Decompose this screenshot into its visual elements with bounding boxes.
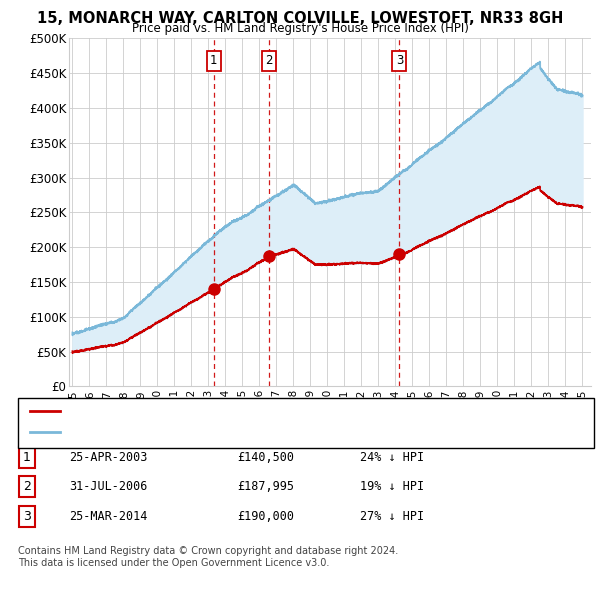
Text: £140,500: £140,500 [237,451,294,464]
Text: 31-JUL-2006: 31-JUL-2006 [69,480,148,493]
Text: Price paid vs. HM Land Registry's House Price Index (HPI): Price paid vs. HM Land Registry's House … [131,22,469,35]
Text: Contains HM Land Registry data © Crown copyright and database right 2024.
This d: Contains HM Land Registry data © Crown c… [18,546,398,568]
Text: 3: 3 [395,54,403,67]
Text: 1: 1 [23,451,31,464]
Text: 2: 2 [266,54,273,67]
Text: HPI: Average price, detached house, East Suffolk: HPI: Average price, detached house, East… [66,428,321,437]
Text: 19% ↓ HPI: 19% ↓ HPI [360,480,424,493]
Text: 2: 2 [23,480,31,493]
Text: 15, MONARCH WAY, CARLTON COLVILLE, LOWESTOFT, NR33 8GH: 15, MONARCH WAY, CARLTON COLVILLE, LOWES… [37,11,563,25]
Text: 25-APR-2003: 25-APR-2003 [69,451,148,464]
Text: £187,995: £187,995 [237,480,294,493]
Text: 3: 3 [23,510,31,523]
Text: 1: 1 [210,54,218,67]
Text: 27% ↓ HPI: 27% ↓ HPI [360,510,424,523]
Text: 24% ↓ HPI: 24% ↓ HPI [360,451,424,464]
Text: £190,000: £190,000 [237,510,294,523]
Text: 25-MAR-2014: 25-MAR-2014 [69,510,148,523]
Text: 15, MONARCH WAY, CARLTON COLVILLE, LOWESTOFT, NR33 8GH (detached house): 15, MONARCH WAY, CARLTON COLVILLE, LOWES… [66,407,497,416]
